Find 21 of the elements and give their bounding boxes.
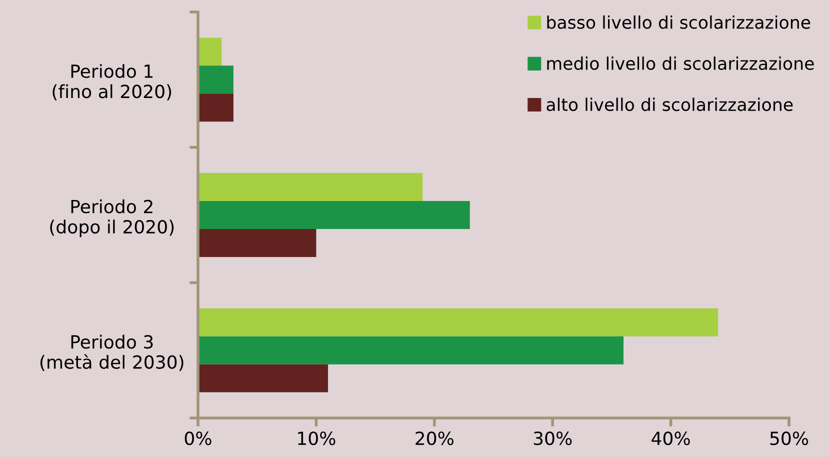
x-tick-label: 10% [298,432,336,446]
x-tick-label: 30% [534,432,572,446]
x-tick-label: 0% [184,432,212,446]
y-tick-label: Periodo 3 (metà del 2030) [40,334,184,372]
bar [198,308,718,336]
legend-label: basso livello di scolarizzazione [547,15,810,29]
legend-label: medio livello di scolarizzazione [547,56,814,70]
y-tick-label: Periodo 2 (dopo il 2020) [50,199,174,238]
bar [198,66,234,94]
bar [198,38,222,66]
bar [198,364,328,392]
bar [198,94,234,122]
bar [198,336,624,364]
bar [198,201,470,229]
legend-label: alto livello di scolarizzazione [546,98,793,112]
x-tick-label: 20% [416,432,454,446]
bar [198,228,316,257]
y-tick-label: Periodo 1 (fino al 2020) [52,64,172,100]
x-tick-label: 40% [652,432,690,446]
x-tick-label: 50% [770,432,808,446]
bar [198,173,423,202]
